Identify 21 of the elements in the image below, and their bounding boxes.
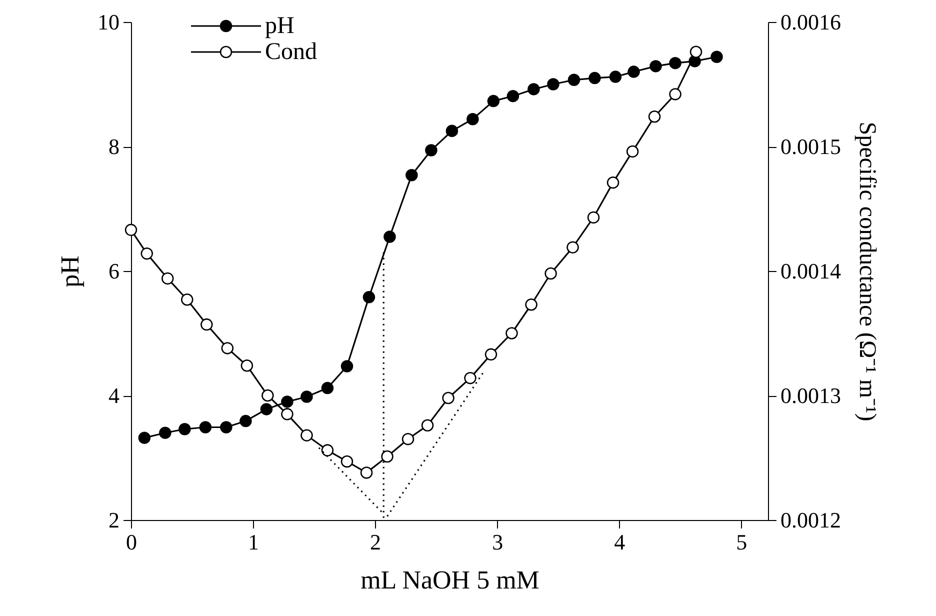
x-tick-label: 4 xyxy=(614,530,626,554)
x-tick-label: 5 xyxy=(736,530,748,554)
x-tick-label: 0 xyxy=(126,530,137,554)
legend-label: pH xyxy=(265,13,294,39)
y-tick-label: 2 xyxy=(108,508,120,532)
y-tick-label: 10 xyxy=(98,10,120,34)
y-tick-label: 4 xyxy=(108,383,120,408)
legend-label: Cond xyxy=(265,39,318,65)
x-tick-label: 1 xyxy=(248,530,260,554)
x-tick-label: 3 xyxy=(492,530,504,554)
y2-tick-label: 0.0016 xyxy=(780,10,841,34)
y2-tick-label: 0.0014 xyxy=(780,258,841,284)
y2-tick-label: 0.0013 xyxy=(780,383,841,408)
y2-axis-title: Specific conductance (Ω⁻¹ m⁻¹) xyxy=(854,122,880,422)
y2-tick-label: 0.0012 xyxy=(780,508,841,532)
y-axis-title: pH xyxy=(56,255,84,288)
x-tick-label: 2 xyxy=(370,530,382,554)
x-axis-title: mL NaOH 5 mM xyxy=(360,566,540,594)
y-tick-label: 6 xyxy=(108,258,120,284)
y2-tick-label: 0.0015 xyxy=(780,134,841,159)
y-tick-label: 8 xyxy=(108,134,120,159)
